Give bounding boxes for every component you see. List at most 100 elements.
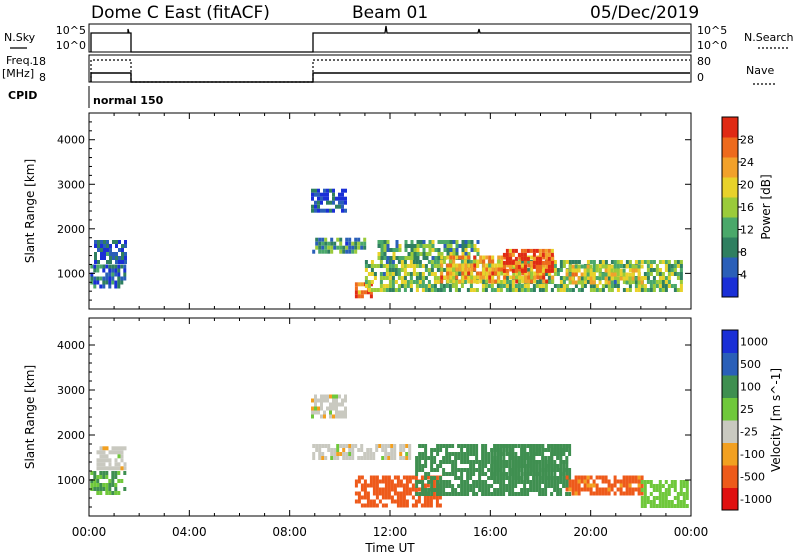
power-cell	[404, 244, 408, 248]
power-cell	[595, 268, 599, 273]
velocity-cell	[640, 500, 644, 504]
velocity-cell	[487, 468, 491, 472]
power-cell	[317, 208, 320, 213]
power-cell	[458, 279, 462, 284]
power-cell	[326, 196, 329, 201]
velocity-cell	[529, 460, 533, 464]
power-cell	[616, 264, 620, 268]
power-cell	[385, 284, 389, 288]
power-cell	[427, 280, 431, 284]
power-cell	[535, 268, 539, 273]
velocity-cell	[424, 444, 428, 448]
velocity-cell	[372, 475, 376, 480]
velocity-cell	[508, 456, 512, 460]
power-cell	[607, 288, 611, 292]
power-cell	[397, 284, 401, 288]
velocity-cell	[499, 456, 503, 460]
power-cell	[568, 276, 572, 281]
power-cell	[452, 259, 456, 264]
power-cell	[364, 280, 368, 284]
power-cell	[476, 259, 480, 264]
power-cell	[449, 248, 453, 252]
velocity-cell	[673, 496, 677, 500]
velocity-cell	[637, 479, 641, 484]
velocity-cell	[535, 452, 539, 456]
power-cell	[367, 280, 371, 284]
power-cell	[373, 288, 377, 292]
velocity-cell	[583, 479, 587, 484]
velocity-cell	[108, 483, 112, 487]
power-cell	[121, 256, 124, 260]
power-cell	[338, 196, 341, 201]
velocity-cell	[123, 462, 127, 467]
velocity-cell	[646, 480, 650, 484]
power-cell	[366, 290, 370, 295]
power-cell	[318, 241, 322, 246]
power-cell	[559, 284, 563, 288]
power-cell	[562, 280, 566, 284]
velocity-cell	[490, 464, 494, 468]
velocity-cell	[323, 410, 326, 415]
power-cell	[105, 276, 109, 281]
power-cell	[538, 248, 542, 253]
power-cell	[357, 290, 361, 295]
velocity-cell	[429, 495, 433, 500]
power-cell	[440, 252, 444, 256]
power-cell	[476, 252, 480, 256]
power-cell	[94, 260, 97, 264]
power-cell	[354, 294, 358, 299]
velocity-cell	[318, 448, 322, 452]
power-cell	[388, 280, 392, 284]
velocity-cell	[487, 476, 491, 480]
power-cell	[118, 260, 121, 264]
power-cell	[604, 272, 608, 277]
velocity-cell	[415, 460, 419, 464]
velocity-cell	[372, 487, 376, 492]
velocity-cell	[469, 444, 473, 448]
power-cell	[547, 248, 551, 253]
power-cell	[394, 288, 398, 292]
power-cell	[108, 284, 112, 289]
velocity-cell	[508, 472, 512, 476]
velocity-cell	[523, 460, 527, 464]
velocity-cell	[311, 406, 314, 411]
velocity-cell	[550, 444, 554, 448]
power-cell	[476, 271, 480, 276]
velocity-cell	[562, 472, 566, 476]
velocity-cell	[556, 484, 560, 488]
power-cell	[514, 248, 518, 253]
velocity-cell	[463, 444, 467, 448]
velocity-cell	[326, 406, 329, 411]
power-cell	[410, 244, 414, 248]
velocity-cell	[460, 452, 464, 456]
velocity-cell	[430, 476, 434, 480]
velocity-cell	[472, 468, 476, 472]
power-cell	[649, 260, 653, 264]
power-cell	[442, 284, 446, 288]
velocity-cell	[442, 460, 446, 464]
velocity-cell	[317, 406, 320, 411]
power-cell	[332, 188, 335, 193]
power-cell	[533, 275, 537, 280]
power-cell	[574, 268, 578, 273]
power-cell	[370, 280, 374, 284]
velocity-colorbar-tick-label: -25	[740, 425, 758, 438]
power-cell	[466, 276, 470, 280]
velocity-cell	[664, 488, 668, 492]
velocity-cell	[502, 452, 506, 456]
velocity-cell	[466, 492, 470, 496]
velocity-cell	[414, 503, 418, 508]
velocity-cell	[105, 458, 109, 463]
velocity-cell	[565, 448, 569, 452]
power-cell	[640, 284, 644, 288]
velocity-cell	[505, 488, 509, 492]
velocity-cell	[613, 483, 617, 488]
velocity-cell	[342, 448, 346, 452]
power-cell	[628, 284, 632, 288]
velocity-cell	[538, 472, 542, 476]
velocity-cell	[320, 398, 323, 403]
velocity-cell	[532, 452, 536, 456]
power-cell	[96, 276, 100, 281]
velocity-cell	[559, 492, 563, 496]
